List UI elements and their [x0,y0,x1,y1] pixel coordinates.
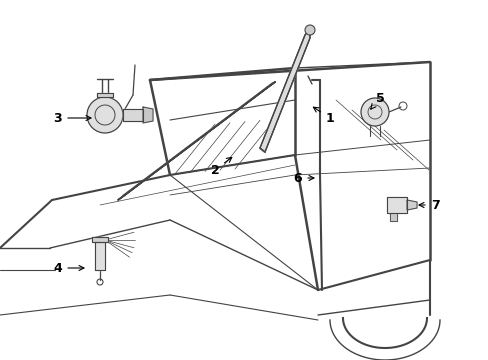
Text: 6: 6 [293,171,313,185]
Polygon shape [92,237,108,242]
Text: 4: 4 [54,261,84,274]
Text: 5: 5 [370,91,384,109]
Polygon shape [97,93,113,97]
Polygon shape [260,28,309,152]
Text: 7: 7 [418,198,439,212]
Text: 2: 2 [210,157,231,176]
Circle shape [305,25,314,35]
Polygon shape [389,213,396,221]
Text: 1: 1 [313,107,334,125]
Circle shape [87,97,123,133]
Polygon shape [406,200,416,210]
Polygon shape [118,82,274,200]
Polygon shape [386,197,406,213]
Text: 3: 3 [54,112,91,125]
Polygon shape [95,242,105,270]
Polygon shape [123,109,142,121]
Circle shape [360,98,388,126]
Polygon shape [142,107,153,123]
